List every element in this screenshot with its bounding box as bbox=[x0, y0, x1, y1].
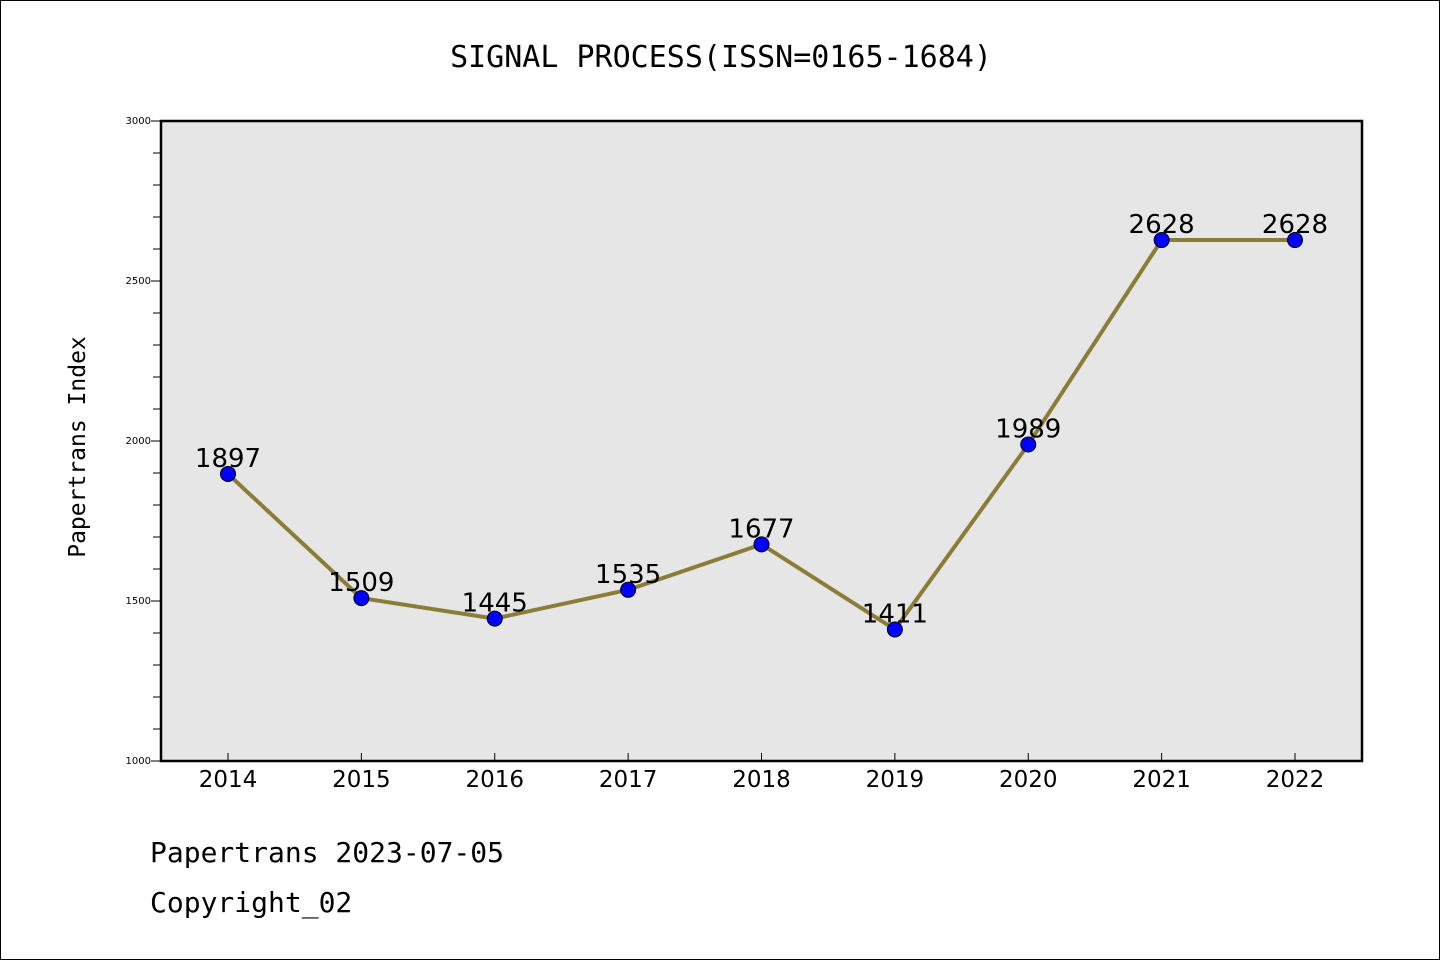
y-tick-label: 2000 bbox=[126, 436, 151, 447]
x-tick-label: 2020 bbox=[999, 767, 1058, 793]
data-point bbox=[220, 465, 236, 482]
x-tick-label: 2014 bbox=[199, 767, 258, 793]
x-tick-label: 2022 bbox=[1266, 767, 1325, 793]
x-tick-label: 2021 bbox=[1132, 767, 1191, 793]
x-tick-label: 2019 bbox=[866, 767, 925, 793]
data-labels: 1897 1509 1445 1535 1677 1411 1989 2628 2628 bbox=[195, 210, 1328, 629]
x-tick-label: 2016 bbox=[465, 767, 524, 793]
plot-area bbox=[159, 119, 1364, 763]
data-point bbox=[1020, 436, 1037, 453]
footer-copyright: Copyright_02 bbox=[150, 886, 353, 919]
data-point bbox=[353, 590, 370, 607]
y-tick-label: 1500 bbox=[126, 596, 151, 607]
data-point bbox=[886, 621, 903, 638]
data-label: 1535 bbox=[595, 560, 661, 590]
y-axis-title: Papertrans Index bbox=[65, 336, 91, 558]
data-point bbox=[1287, 232, 1303, 249]
data-label: 1509 bbox=[328, 568, 394, 598]
x-tick-label: 2018 bbox=[732, 767, 791, 793]
x-axis: 2014 2015 2016 2017 2018 2019 2020 2021 2022 bbox=[199, 753, 1325, 793]
data-point bbox=[486, 610, 503, 627]
x-tick-label: 2017 bbox=[599, 767, 658, 793]
y-tick-label: 3000 bbox=[126, 116, 151, 127]
data-label: 2628 bbox=[1262, 210, 1328, 240]
y-axis: 1000 1500 2000 2500 3000 bbox=[126, 116, 161, 767]
data-point bbox=[1153, 232, 1170, 249]
chart-title: SIGNAL PROCESS(ISSN=0165-1684) bbox=[450, 40, 992, 75]
data-label: 1445 bbox=[462, 589, 528, 619]
footer-date: Papertrans 2023-07-05 bbox=[150, 836, 505, 869]
series-group bbox=[220, 232, 1303, 638]
data-label: 1677 bbox=[728, 514, 794, 544]
data-point bbox=[620, 581, 637, 598]
data-point bbox=[753, 536, 770, 553]
y-tick-label: 1000 bbox=[126, 756, 151, 767]
data-label: 1897 bbox=[195, 444, 261, 474]
x-tick-label: 2015 bbox=[332, 767, 391, 793]
data-label: 2628 bbox=[1129, 210, 1195, 240]
data-label: 1411 bbox=[862, 599, 928, 629]
data-label: 1989 bbox=[995, 415, 1061, 445]
y-tick-label: 2500 bbox=[126, 276, 151, 287]
